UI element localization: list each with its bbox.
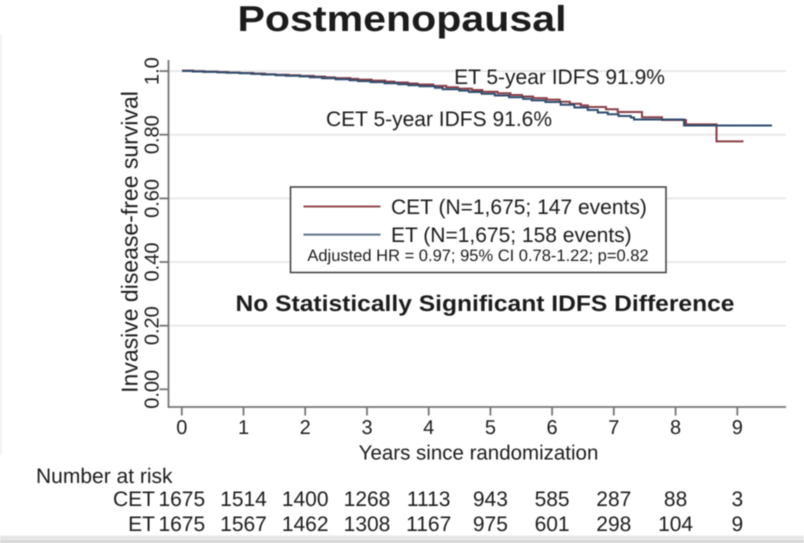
svg-text:104: 104	[658, 513, 693, 536]
svg-text:3: 3	[361, 417, 372, 439]
svg-text:1567: 1567	[220, 513, 267, 536]
svg-text:1400: 1400	[282, 488, 329, 511]
svg-text:0.20: 0.20	[142, 306, 164, 345]
svg-text:4: 4	[423, 417, 434, 439]
svg-text:1308: 1308	[344, 513, 391, 536]
svg-text:7: 7	[608, 417, 619, 439]
svg-text:CET 5-year IDFS 91.6%: CET 5-year IDFS 91.6%	[326, 108, 552, 131]
svg-text:9: 9	[732, 417, 743, 439]
svg-text:943: 943	[473, 488, 508, 511]
svg-text:Postmenopausal: Postmenopausal	[238, 0, 567, 39]
svg-text:601: 601	[535, 513, 570, 536]
svg-text:1675: 1675	[158, 488, 205, 511]
svg-text:ET (N=1,675; 158 events): ET (N=1,675; 158 events)	[391, 224, 632, 247]
svg-text:1: 1	[238, 417, 249, 439]
svg-text:CET: CET	[113, 488, 155, 511]
svg-text:0.00: 0.00	[142, 370, 164, 409]
svg-text:Number at risk: Number at risk	[36, 465, 173, 488]
svg-text:975: 975	[473, 513, 508, 536]
svg-text:Adjusted HR = 0.97; 95% CI 0.7: Adjusted HR = 0.97; 95% CI 0.78-1.22; p=…	[307, 247, 648, 265]
svg-text:1268: 1268	[344, 488, 391, 511]
svg-text:1.0: 1.0	[142, 57, 164, 85]
svg-text:5: 5	[485, 417, 496, 439]
svg-text:1675: 1675	[158, 513, 205, 536]
svg-text:1514: 1514	[220, 488, 267, 511]
svg-text:Years since randomization: Years since randomization	[359, 442, 599, 465]
svg-text:1167: 1167	[406, 513, 451, 536]
svg-text:3: 3	[731, 488, 743, 511]
svg-text:287: 287	[596, 488, 631, 511]
svg-text:6: 6	[547, 417, 558, 439]
svg-text:0: 0	[176, 417, 187, 439]
svg-text:0.40: 0.40	[142, 243, 164, 282]
svg-text:0.80: 0.80	[142, 115, 164, 154]
svg-text:9: 9	[731, 513, 743, 536]
svg-text:No Statistically Significant I: No Statistically Significant IDFS Differ…	[236, 291, 735, 316]
svg-text:1113: 1113	[407, 488, 451, 511]
svg-text:88: 88	[664, 488, 687, 511]
svg-text:0.60: 0.60	[142, 179, 164, 218]
svg-text:ET: ET	[128, 513, 155, 536]
svg-text:CET (N=1,675; 147 events): CET (N=1,675; 147 events)	[391, 196, 647, 219]
svg-text:ET 5-year IDFS 91.9%: ET 5-year IDFS 91.9%	[454, 66, 665, 89]
svg-text:2: 2	[300, 417, 311, 439]
svg-text:585: 585	[535, 488, 570, 511]
svg-text:1462: 1462	[282, 513, 329, 536]
svg-text:Invasive disease-free survival: Invasive disease-free survival	[117, 91, 143, 393]
svg-text:298: 298	[596, 513, 631, 536]
svg-text:8: 8	[670, 417, 681, 439]
